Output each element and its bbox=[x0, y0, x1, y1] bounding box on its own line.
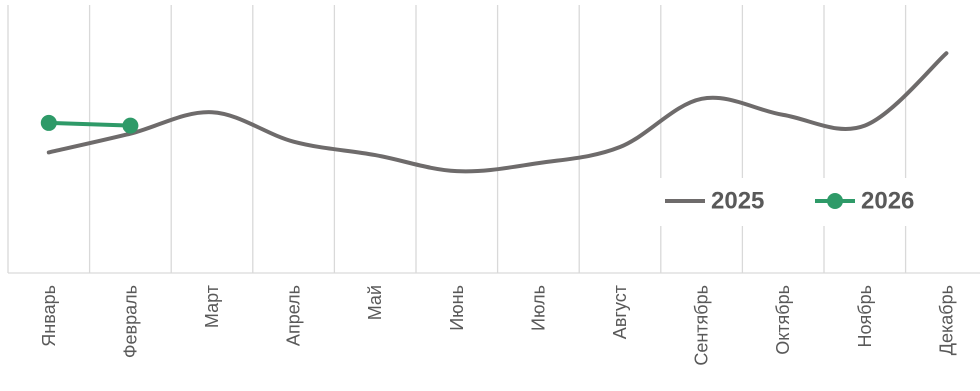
series-line bbox=[46, 51, 949, 174]
x-tick-label: Март bbox=[202, 285, 222, 328]
x-tick-label: Октябрь bbox=[773, 285, 793, 355]
x-tick-label: Апрель bbox=[284, 285, 304, 346]
x-tick-label: Декабрь bbox=[936, 285, 956, 355]
x-tick-label: Сентябрь bbox=[692, 285, 712, 366]
point bbox=[122, 117, 139, 134]
x-tick-label: Июль bbox=[528, 285, 548, 331]
legend-label: 2025 bbox=[711, 187, 764, 214]
x-tick-label: Июнь bbox=[447, 285, 467, 331]
x-tick-label: Январь bbox=[39, 285, 59, 347]
point bbox=[40, 114, 57, 131]
series-line bbox=[46, 120, 133, 128]
x-tick-label: Май bbox=[365, 285, 385, 320]
x-tick-label: Ноябрь bbox=[855, 285, 875, 347]
x-tick-label: Август bbox=[610, 285, 630, 339]
x-tick-label: Февраль bbox=[120, 285, 140, 358]
legend-marker bbox=[827, 193, 843, 209]
legend-label: 2026 bbox=[861, 187, 914, 214]
